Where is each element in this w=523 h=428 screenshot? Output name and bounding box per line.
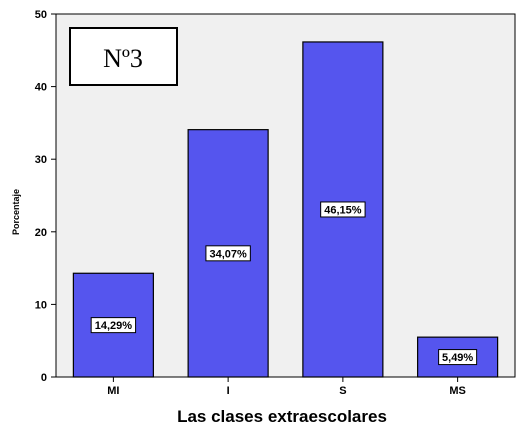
panel-label-box (69, 27, 178, 86)
data-label-box (90, 317, 137, 334)
x-tick-label: I (227, 385, 230, 397)
x-tick-label: MI (107, 385, 119, 397)
data-label: 34,07% (209, 248, 247, 260)
y-tick-label: 0 (41, 372, 47, 384)
data-label: 5,49% (442, 352, 473, 364)
data-label-box (320, 201, 366, 218)
y-tick-label: 20 (35, 227, 47, 239)
y-axis-title: Porcentaje (11, 189, 21, 235)
data-label-box (438, 349, 478, 366)
y-tick-label: 10 (35, 299, 47, 311)
x-tick-label: MS (449, 385, 466, 397)
panel-label: Nº3 (103, 44, 143, 73)
y-tick-label: 40 (35, 82, 47, 94)
y-tick-label: 30 (35, 154, 47, 166)
data-label-box (205, 245, 251, 262)
data-label: 14,29% (95, 320, 133, 332)
y-tick-label: 50 (35, 9, 47, 21)
x-axis-title: Las clases extraescolares (177, 407, 387, 426)
data-label: 46,15% (324, 204, 362, 216)
x-tick-label: S (339, 385, 346, 397)
